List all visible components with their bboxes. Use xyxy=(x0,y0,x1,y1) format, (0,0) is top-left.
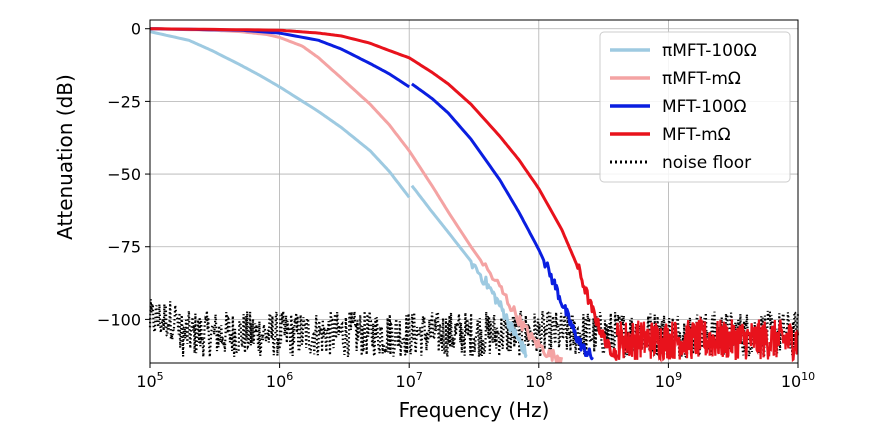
legend-label: noise floor xyxy=(662,153,751,173)
x-tick-label: 105 xyxy=(136,370,163,391)
y-tick-label: −75 xyxy=(107,238,141,257)
series-line-3-segment-0 xyxy=(149,27,619,361)
series-line-0-segment-1 xyxy=(410,184,528,358)
x-tick-label: 107 xyxy=(396,370,423,391)
legend-label: πMFT-mΩ xyxy=(662,69,741,89)
legend-label: πMFT-100Ω xyxy=(662,41,757,61)
y-tick-label: −100 xyxy=(97,310,141,329)
y-axis-label: Attenuation (dB) xyxy=(53,74,77,240)
legend-label: MFT-mΩ xyxy=(662,125,731,145)
series-line-noise-floor xyxy=(148,299,800,361)
y-tick-label: −50 xyxy=(107,165,141,184)
y-tick-label: −25 xyxy=(107,92,141,111)
legend-box xyxy=(599,31,791,183)
series-noise-tail xyxy=(615,315,800,363)
plot-frame xyxy=(149,19,799,364)
x-axis-label: Frequency (Hz) xyxy=(399,398,550,422)
x-tick-label: 109 xyxy=(655,370,682,391)
legend-label: MFT-100Ω xyxy=(662,97,747,117)
series-line-1-segment-0 xyxy=(149,27,564,364)
noise-floor-layer xyxy=(148,299,800,361)
series-line-2-segment-1 xyxy=(410,82,594,361)
x-tick-label: 108 xyxy=(525,370,552,391)
y-tick-label: 0 xyxy=(131,20,141,39)
ticks: 105 106 107 108 109 1010 0 −25 −50 −75 −100 xyxy=(97,20,815,391)
series-line-0-segment-0 xyxy=(149,30,411,199)
x-tick-label: 1010 xyxy=(781,370,815,391)
series-layer xyxy=(149,27,800,364)
x-tick-label: 106 xyxy=(266,370,293,391)
legend: πMFT-100Ω πMFT-mΩ MFT-100Ω MFT-mΩ noise floo… xyxy=(599,31,791,183)
